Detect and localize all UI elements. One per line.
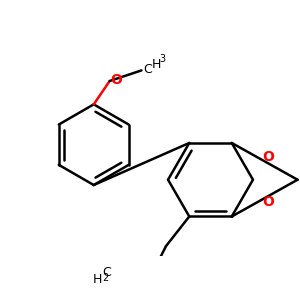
Text: H: H xyxy=(152,58,161,70)
Text: 2: 2 xyxy=(102,273,109,283)
Text: 3: 3 xyxy=(160,54,166,64)
Text: C: C xyxy=(144,63,152,76)
Text: O: O xyxy=(262,150,274,164)
Text: C: C xyxy=(102,266,111,279)
Text: O: O xyxy=(262,195,274,209)
Text: H: H xyxy=(93,273,102,286)
Text: O: O xyxy=(110,73,122,87)
